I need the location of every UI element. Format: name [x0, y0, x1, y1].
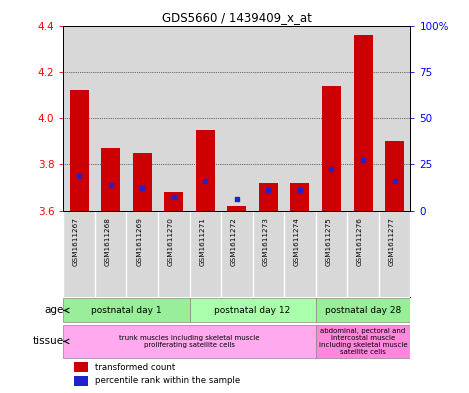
Bar	[63, 298, 189, 322]
Text: GSM1611274: GSM1611274	[294, 218, 300, 266]
Text: GSM1611276: GSM1611276	[357, 218, 363, 266]
Bar	[385, 141, 404, 211]
Text: GSM1611267: GSM1611267	[73, 218, 79, 266]
Bar	[354, 35, 372, 211]
Bar	[322, 86, 341, 211]
Text: postnatal day 12: postnatal day 12	[214, 306, 291, 315]
Bar	[63, 325, 316, 358]
Text: GSM1611275: GSM1611275	[325, 218, 332, 266]
Text: GSM1611272: GSM1611272	[231, 218, 237, 266]
Bar	[227, 206, 246, 211]
Bar	[74, 362, 88, 372]
Title: GDS5660 / 1439409_x_at: GDS5660 / 1439409_x_at	[162, 11, 312, 24]
Bar	[189, 298, 316, 322]
Text: transformed count: transformed count	[95, 363, 175, 372]
Text: GSM1611270: GSM1611270	[168, 218, 174, 266]
Text: GSM1611268: GSM1611268	[105, 218, 111, 266]
Bar	[316, 298, 410, 322]
Bar	[69, 90, 89, 211]
Bar	[74, 376, 88, 386]
Text: GSM1611273: GSM1611273	[262, 218, 268, 266]
Bar	[164, 192, 183, 211]
Text: GSM1611277: GSM1611277	[389, 218, 394, 266]
Bar	[290, 183, 310, 211]
Text: GSM1611269: GSM1611269	[136, 218, 142, 266]
Text: GSM1611271: GSM1611271	[199, 218, 205, 266]
Bar	[316, 325, 410, 358]
Bar	[133, 153, 151, 211]
Bar	[196, 130, 215, 211]
Text: percentile rank within the sample: percentile rank within the sample	[95, 376, 240, 386]
Text: age: age	[45, 305, 64, 316]
Bar	[259, 183, 278, 211]
Text: tissue: tissue	[33, 336, 64, 346]
Text: postnatal day 1: postnatal day 1	[91, 306, 162, 315]
Text: postnatal day 28: postnatal day 28	[325, 306, 401, 315]
Text: trunk muscles including skeletal muscle
proliferating satellite cells: trunk muscles including skeletal muscle …	[119, 335, 260, 348]
Bar	[101, 148, 120, 211]
Text: abdominal, pectoral and
intercostal muscle
including skeletal muscle
satellite c: abdominal, pectoral and intercostal musc…	[319, 328, 408, 355]
